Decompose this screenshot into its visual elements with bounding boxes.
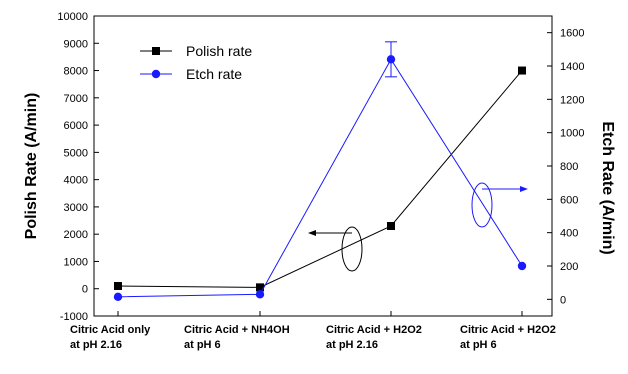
right-tick-label: 1600 xyxy=(560,28,584,40)
legend-label-etch: Etch rate xyxy=(186,66,242,82)
right-tick-label: 1400 xyxy=(560,61,584,73)
right-tick-label: 800 xyxy=(560,161,578,173)
plot-frame xyxy=(93,15,553,317)
right-tick-label: 1200 xyxy=(560,94,584,106)
category-label-line: at pH 6 xyxy=(460,339,497,351)
right-tick-label: 1000 xyxy=(560,128,584,140)
right-axis-title: Etch Rate (A/min) xyxy=(599,121,616,254)
legend-label-polish: Polish rate xyxy=(186,43,252,59)
category-label: Citric Acid + H2O2 at pH 6 xyxy=(460,324,556,351)
left-tick-label: 4000 xyxy=(64,175,88,187)
left-tick-label: 6000 xyxy=(64,120,88,132)
right-tick-label: 0 xyxy=(560,294,566,306)
etch-rate-point xyxy=(386,55,396,64)
legend-marker-polish xyxy=(152,47,160,55)
category-label-line: at pH 2.16 xyxy=(70,339,122,351)
category-label-line: at pH 6 xyxy=(184,339,221,351)
legend-marker-etch xyxy=(151,69,161,79)
right-axis: 0 200 400 600 800 1000 1200 1400 1600 xyxy=(547,28,584,306)
etch-rate-point xyxy=(255,290,265,299)
polish-rate-point xyxy=(387,222,395,230)
category-label-line: Citric Acid + H2O2 xyxy=(326,324,422,336)
left-tick-label: 9000 xyxy=(64,38,88,50)
series-layer xyxy=(113,41,527,302)
category-label-line: at pH 2.16 xyxy=(326,339,378,351)
right-tick-label: 200 xyxy=(560,261,578,273)
legend: Polish rate Etch rate xyxy=(140,43,252,82)
left-tick-label: 10000 xyxy=(57,11,88,23)
left-axis: -1000 0 1000 2000 3000 4000 5000 6000 7000 8000 90… xyxy=(57,11,99,323)
category-label: Citric Acid + H2O2 at pH 2.16 xyxy=(326,324,422,351)
category-label-line: Citric Acid + H2O2 xyxy=(460,324,556,336)
etch-arrowhead xyxy=(520,186,528,192)
left-tick-label: 8000 xyxy=(64,66,88,78)
left-tick-label: 1000 xyxy=(64,256,88,268)
polish-ellipse xyxy=(341,226,363,272)
polish-rate-point xyxy=(256,283,264,292)
etch-rate-line xyxy=(117,58,523,298)
annotations xyxy=(308,182,528,272)
category-label: Citric Acid + NH4OH at pH 6 xyxy=(184,324,290,351)
polish-rate-point xyxy=(518,66,526,75)
category-label-line: Citric Acid only xyxy=(70,324,151,336)
left-axis-title: Polish Rate (A/min) xyxy=(23,93,40,240)
left-tick-label: 0 xyxy=(82,284,88,296)
category-label-line: Citric Acid + NH4OH xyxy=(184,324,290,336)
left-tick-label: 5000 xyxy=(64,147,88,159)
left-tick-label: -1000 xyxy=(60,311,88,323)
right-tick-label: 600 xyxy=(560,194,578,206)
polish-arrowhead xyxy=(308,230,316,236)
category-label: Citric Acid only at pH 2.16 xyxy=(70,324,151,351)
left-tick-label: 3000 xyxy=(64,202,88,214)
polish-rate-point xyxy=(114,282,122,290)
etch-rate-point xyxy=(517,261,527,271)
etch-ellipse xyxy=(471,182,493,228)
left-tick-label: 7000 xyxy=(64,93,88,105)
left-tick-label: 2000 xyxy=(64,229,88,241)
right-tick-label: 400 xyxy=(560,228,578,240)
polish-rate-line xyxy=(117,70,523,288)
etch-rate-point xyxy=(113,292,123,302)
